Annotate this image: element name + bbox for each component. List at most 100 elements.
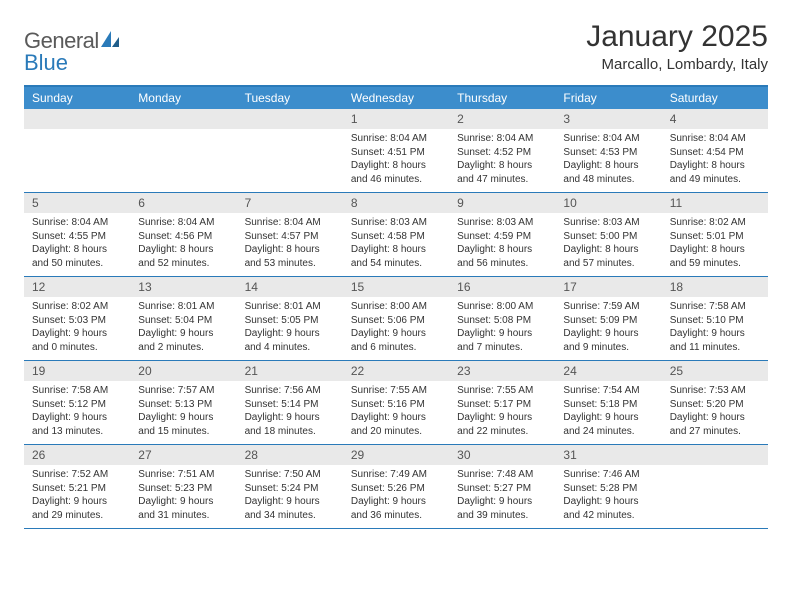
daylight-text: Daylight: 9 hours and 13 minutes. — [32, 411, 122, 438]
day-info: Sunrise: 8:02 AMSunset: 5:03 PMDaylight:… — [24, 297, 130, 354]
calendar-cell: 4Sunrise: 8:04 AMSunset: 4:54 PMDaylight… — [662, 109, 768, 192]
calendar-cell: 10Sunrise: 8:03 AMSunset: 5:00 PMDayligh… — [555, 193, 661, 276]
calendar-week: 19Sunrise: 7:58 AMSunset: 5:12 PMDayligh… — [24, 361, 768, 445]
day-info: Sunrise: 7:54 AMSunset: 5:18 PMDaylight:… — [555, 381, 661, 438]
sunrise-text: Sunrise: 7:52 AM — [32, 468, 122, 482]
day-number: 31 — [555, 445, 661, 465]
sunset-text: Sunset: 5:26 PM — [351, 482, 441, 496]
sunset-text: Sunset: 5:23 PM — [138, 482, 228, 496]
dayname-mon: Monday — [130, 87, 236, 109]
calendar-cell: 22Sunrise: 7:55 AMSunset: 5:16 PMDayligh… — [343, 361, 449, 444]
dayname-sat: Saturday — [662, 87, 768, 109]
daylight-text: Daylight: 9 hours and 2 minutes. — [138, 327, 228, 354]
day-number: 10 — [555, 193, 661, 213]
calendar-page: General January 2025 Marcallo, Lombardy,… — [0, 0, 792, 549]
daylight-text: Daylight: 9 hours and 9 minutes. — [563, 327, 653, 354]
sunset-text: Sunset: 4:51 PM — [351, 146, 441, 160]
day-number: 2 — [449, 109, 555, 129]
calendar-cell: 28Sunrise: 7:50 AMSunset: 5:24 PMDayligh… — [237, 445, 343, 528]
day-info: Sunrise: 7:55 AMSunset: 5:17 PMDaylight:… — [449, 381, 555, 438]
daylight-text: Daylight: 8 hours and 48 minutes. — [563, 159, 653, 186]
sunset-text: Sunset: 5:14 PM — [245, 398, 335, 412]
sunset-text: Sunset: 5:12 PM — [32, 398, 122, 412]
sunrise-text: Sunrise: 8:04 AM — [670, 132, 760, 146]
calendar-week: 1Sunrise: 8:04 AMSunset: 4:51 PMDaylight… — [24, 109, 768, 193]
day-info: Sunrise: 8:04 AMSunset: 4:54 PMDaylight:… — [662, 129, 768, 186]
dayname-row: Sunday Monday Tuesday Wednesday Thursday… — [24, 87, 768, 109]
sunset-text: Sunset: 4:52 PM — [457, 146, 547, 160]
sunrise-text: Sunrise: 8:03 AM — [351, 216, 441, 230]
day-number: 19 — [24, 361, 130, 381]
day-info: Sunrise: 8:04 AMSunset: 4:53 PMDaylight:… — [555, 129, 661, 186]
sunrise-text: Sunrise: 8:04 AM — [457, 132, 547, 146]
logo-sail-icon — [99, 29, 121, 54]
day-number: 1 — [343, 109, 449, 129]
calendar-week: 5Sunrise: 8:04 AMSunset: 4:55 PMDaylight… — [24, 193, 768, 277]
calendar-cell: 17Sunrise: 7:59 AMSunset: 5:09 PMDayligh… — [555, 277, 661, 360]
day-number: 25 — [662, 361, 768, 381]
calendar-cell: 8Sunrise: 8:03 AMSunset: 4:58 PMDaylight… — [343, 193, 449, 276]
sunrise-text: Sunrise: 8:02 AM — [670, 216, 760, 230]
day-number: 13 — [130, 277, 236, 297]
sunset-text: Sunset: 5:16 PM — [351, 398, 441, 412]
calendar-cell: 26Sunrise: 7:52 AMSunset: 5:21 PMDayligh… — [24, 445, 130, 528]
day-number: 14 — [237, 277, 343, 297]
sunrise-text: Sunrise: 8:02 AM — [32, 300, 122, 314]
day-number — [237, 109, 343, 129]
day-number: 20 — [130, 361, 236, 381]
sunrise-text: Sunrise: 7:46 AM — [563, 468, 653, 482]
sunset-text: Sunset: 4:55 PM — [32, 230, 122, 244]
calendar-cell: 7Sunrise: 8:04 AMSunset: 4:57 PMDaylight… — [237, 193, 343, 276]
calendar-cell: 18Sunrise: 7:58 AMSunset: 5:10 PMDayligh… — [662, 277, 768, 360]
day-info: Sunrise: 7:53 AMSunset: 5:20 PMDaylight:… — [662, 381, 768, 438]
sunrise-text: Sunrise: 7:55 AM — [457, 384, 547, 398]
sunset-text: Sunset: 4:58 PM — [351, 230, 441, 244]
dayname-sun: Sunday — [24, 87, 130, 109]
sunset-text: Sunset: 5:24 PM — [245, 482, 335, 496]
sunrise-text: Sunrise: 7:56 AM — [245, 384, 335, 398]
sunset-text: Sunset: 5:17 PM — [457, 398, 547, 412]
sunrise-text: Sunrise: 7:53 AM — [670, 384, 760, 398]
day-number: 5 — [24, 193, 130, 213]
day-number: 15 — [343, 277, 449, 297]
sunrise-text: Sunrise: 7:59 AM — [563, 300, 653, 314]
day-number: 22 — [343, 361, 449, 381]
sunset-text: Sunset: 4:57 PM — [245, 230, 335, 244]
daylight-text: Daylight: 9 hours and 39 minutes. — [457, 495, 547, 522]
sunrise-text: Sunrise: 7:58 AM — [32, 384, 122, 398]
calendar-cell — [130, 109, 236, 192]
day-info: Sunrise: 7:55 AMSunset: 5:16 PMDaylight:… — [343, 381, 449, 438]
day-number: 27 — [130, 445, 236, 465]
day-number: 4 — [662, 109, 768, 129]
sunrise-text: Sunrise: 7:58 AM — [670, 300, 760, 314]
daylight-text: Daylight: 8 hours and 57 minutes. — [563, 243, 653, 270]
day-info: Sunrise: 7:58 AMSunset: 5:10 PMDaylight:… — [662, 297, 768, 354]
sunset-text: Sunset: 5:27 PM — [457, 482, 547, 496]
day-info: Sunrise: 7:46 AMSunset: 5:28 PMDaylight:… — [555, 465, 661, 522]
calendar-cell: 31Sunrise: 7:46 AMSunset: 5:28 PMDayligh… — [555, 445, 661, 528]
calendar-cell: 25Sunrise: 7:53 AMSunset: 5:20 PMDayligh… — [662, 361, 768, 444]
sunrise-text: Sunrise: 7:54 AM — [563, 384, 653, 398]
sunset-text: Sunset: 5:13 PM — [138, 398, 228, 412]
day-number: 18 — [662, 277, 768, 297]
sunset-text: Sunset: 5:09 PM — [563, 314, 653, 328]
day-info: Sunrise: 7:57 AMSunset: 5:13 PMDaylight:… — [130, 381, 236, 438]
day-info: Sunrise: 7:51 AMSunset: 5:23 PMDaylight:… — [130, 465, 236, 522]
calendar-cell: 6Sunrise: 8:04 AMSunset: 4:56 PMDaylight… — [130, 193, 236, 276]
day-info: Sunrise: 8:03 AMSunset: 4:59 PMDaylight:… — [449, 213, 555, 270]
day-info: Sunrise: 8:03 AMSunset: 4:58 PMDaylight:… — [343, 213, 449, 270]
calendar-cell: 14Sunrise: 8:01 AMSunset: 5:05 PMDayligh… — [237, 277, 343, 360]
calendar-week: 12Sunrise: 8:02 AMSunset: 5:03 PMDayligh… — [24, 277, 768, 361]
daylight-text: Daylight: 9 hours and 31 minutes. — [138, 495, 228, 522]
day-number: 21 — [237, 361, 343, 381]
daylight-text: Daylight: 9 hours and 15 minutes. — [138, 411, 228, 438]
sunrise-text: Sunrise: 8:01 AM — [245, 300, 335, 314]
calendar-grid: Sunday Monday Tuesday Wednesday Thursday… — [24, 85, 768, 529]
weeks-container: 1Sunrise: 8:04 AMSunset: 4:51 PMDaylight… — [24, 109, 768, 529]
sunset-text: Sunset: 5:20 PM — [670, 398, 760, 412]
daylight-text: Daylight: 9 hours and 4 minutes. — [245, 327, 335, 354]
daylight-text: Daylight: 8 hours and 46 minutes. — [351, 159, 441, 186]
daylight-text: Daylight: 8 hours and 47 minutes. — [457, 159, 547, 186]
calendar-cell: 1Sunrise: 8:04 AMSunset: 4:51 PMDaylight… — [343, 109, 449, 192]
month-title: January 2025 — [586, 20, 768, 54]
